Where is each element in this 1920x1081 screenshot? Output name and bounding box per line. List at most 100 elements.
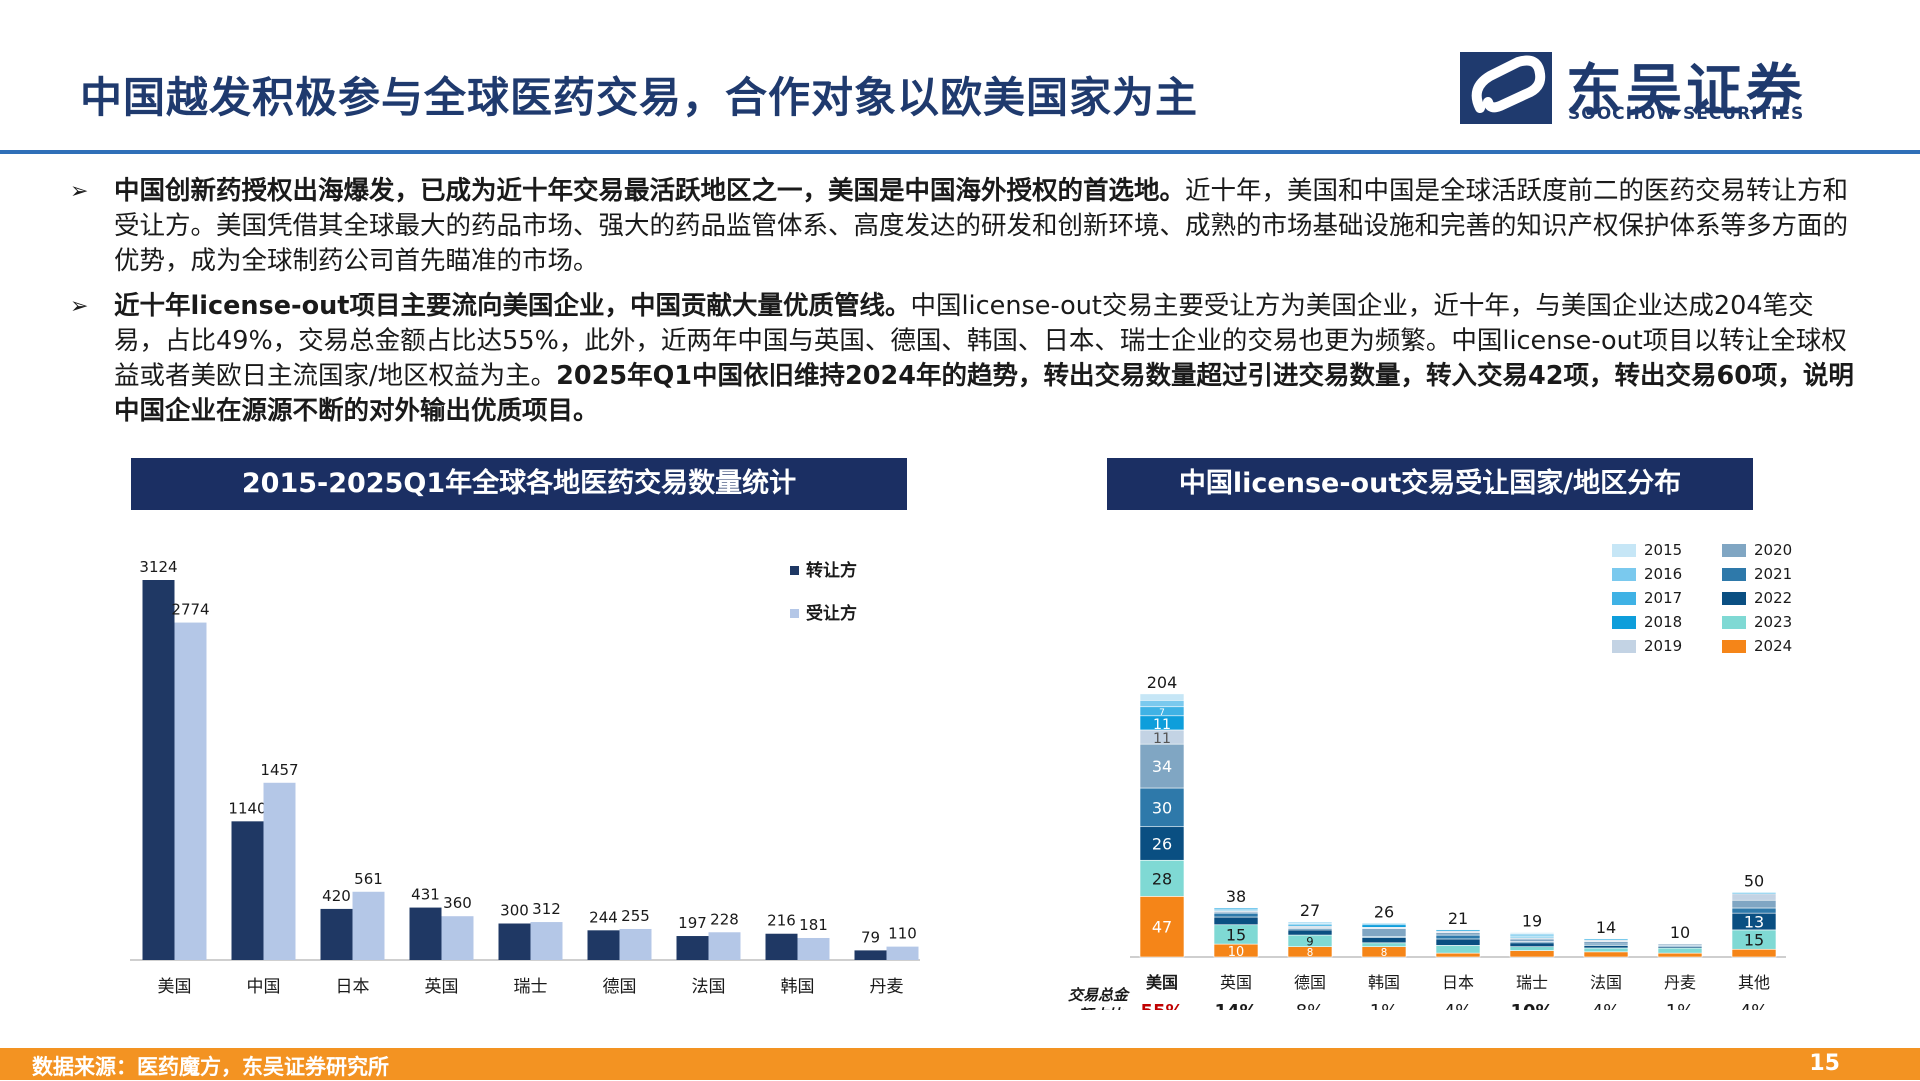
x-tick-label: 法国	[1590, 973, 1622, 992]
legend-label: 2020	[1754, 541, 1792, 559]
amount-share-label: 8%	[1296, 1001, 1325, 1010]
stack-segment-2020	[1435, 932, 1481, 936]
legend-label: 转让方	[806, 560, 857, 581]
x-tick-label: 中国	[247, 977, 281, 997]
bullet-text: 近十年，美国和中国是全球活跃度前二的医药交易转让方和受让方。美国凭借其全球最大的…	[114, 176, 1849, 276]
stack-segment-2017	[1213, 907, 1259, 910]
bar-transferor	[498, 923, 531, 960]
legend-label: 2015	[1644, 541, 1682, 559]
amount-share-label: 55%	[1140, 1001, 1183, 1010]
stack-segment-2021	[1213, 912, 1259, 918]
legend-label: 2019	[1644, 637, 1682, 655]
stack-segment-2023	[1435, 945, 1481, 954]
stack-segment-2020	[1509, 938, 1555, 942]
bar-value-label: 79	[861, 928, 880, 946]
bullet-bold-text-2: 2025年Q1中国依旧维持2024年的趋势，转出交易数量超过引进交易数量，转入交…	[114, 361, 1854, 426]
segment-value-label: 15	[1226, 925, 1246, 944]
stack-total-label: 10	[1670, 923, 1690, 942]
logo-text-en: SOOCHOW SECURITIES	[1568, 104, 1805, 124]
arrow-bullet-icon: ➢	[70, 294, 89, 319]
segment-value-label: 11	[1153, 731, 1171, 747]
bullet-item: ➢ 中国创新药授权出海爆发，已成为近十年交易最活跃地区之一，美国是中国海外授权的…	[70, 174, 1860, 279]
x-tick-label: 德国	[1294, 973, 1326, 992]
bar-transferor	[231, 821, 264, 960]
segment-value-label: 7	[1159, 708, 1165, 718]
segment-value-label: 26	[1152, 834, 1172, 853]
bar-value-label: 1140	[228, 799, 266, 817]
legend-swatch	[1722, 592, 1746, 605]
footer-source: 数据来源：医药魔方，东吴证券研究所	[32, 1055, 389, 1079]
bar-value-label: 228	[710, 910, 739, 928]
stack-segment-2020	[1583, 941, 1629, 945]
stack-segment-2015	[1509, 932, 1555, 935]
bar-value-label: 255	[621, 907, 650, 925]
stack-segment-2024	[1509, 950, 1555, 958]
bar-transferee	[174, 622, 207, 960]
legend-swatch	[1722, 616, 1746, 629]
legend-label: 2021	[1754, 565, 1792, 583]
stack-segment-2024	[1657, 952, 1703, 958]
x-tick-label: 瑞士	[1516, 973, 1548, 992]
logo-text-cn: 东吴证券	[1566, 59, 1806, 124]
bar-value-label: 110	[888, 925, 917, 943]
bullet-item: ➢ 近十年license-out项目主要流向美国企业，中国贡献大量优质管线。中国…	[70, 289, 1860, 429]
company-logo: 东吴证券 SOOCHOW SECURITIES	[1460, 48, 1880, 128]
x-tick-label: 美国	[158, 977, 192, 997]
stack-segment-2016	[1139, 699, 1185, 708]
amount-share-label: 14%	[1214, 1001, 1257, 1010]
stack-segment-2018	[1361, 924, 1407, 928]
bullet-bold-text: 中国创新药授权出海爆发，已成为近十年交易最活跃地区之一，美国是中国海外授权的首选…	[114, 176, 1186, 206]
legend-label: 2024	[1754, 637, 1792, 655]
stack-segment-2022	[1435, 938, 1481, 946]
header-divider	[0, 150, 1920, 154]
amount-share-caption: 额占比	[1078, 1006, 1125, 1010]
bar-transferor	[587, 930, 620, 960]
page-number: 15	[1809, 1051, 1840, 1076]
segment-value-label: 8	[1307, 947, 1314, 959]
bar-value-label: 431	[411, 886, 440, 904]
bar-transferor	[765, 933, 798, 960]
bar-value-label: 420	[322, 887, 351, 905]
left-chart-title: 2015-2025Q1年全球各地医药交易数量统计	[131, 458, 907, 510]
right-chart-title: 中国license-out交易受让国家/地区分布	[1107, 458, 1753, 510]
stack-segment-2018	[1435, 929, 1481, 932]
bar-value-label: 360	[443, 894, 472, 912]
bar-transferor	[676, 936, 709, 960]
stack-segment-2022	[1213, 916, 1259, 926]
stack-total-label: 19	[1522, 911, 1542, 930]
stack-segment-2020	[1731, 899, 1777, 909]
stack-segment-2021	[1139, 787, 1185, 828]
bullet-bold-text: 近十年license-out项目主要流向美国企业，中国贡献大量优质管线。	[114, 291, 911, 321]
bar-value-label: 216	[767, 912, 796, 930]
segment-value-label: 28	[1152, 869, 1172, 888]
stack-total-label: 14	[1596, 918, 1616, 937]
amount-share-label: 1%	[1370, 1001, 1399, 1010]
x-tick-label: 日本	[336, 977, 370, 997]
amount-share-label: 1%	[1666, 1001, 1695, 1010]
stack-segment-2020	[1657, 943, 1703, 946]
segment-value-label: 10	[1228, 945, 1244, 960]
stack-segment-2017	[1583, 938, 1629, 941]
legend-swatch	[1612, 592, 1636, 605]
legend-label: 2018	[1644, 613, 1682, 631]
x-tick-label: 其他	[1738, 973, 1770, 992]
legend-swatch	[790, 609, 799, 618]
bar-value-label: 312	[532, 900, 561, 918]
segment-value-label: 30	[1152, 798, 1172, 817]
x-tick-label: 丹麦	[870, 977, 904, 997]
x-tick-label: 德国	[603, 977, 637, 997]
stack-total-label: 38	[1226, 887, 1246, 906]
bar-value-label: 1457	[260, 761, 298, 779]
bar-value-label: 244	[589, 908, 618, 926]
soochow-logo-icon	[1460, 52, 1552, 124]
x-tick-label: 韩国	[781, 977, 815, 997]
stack-segment-2023	[1139, 859, 1185, 897]
x-tick-label: 韩国	[1368, 973, 1400, 992]
x-tick-label: 英国	[425, 977, 459, 997]
bar-transferor	[854, 950, 887, 960]
bar-transferee	[708, 932, 741, 960]
stack-total-label: 50	[1744, 872, 1764, 891]
segment-value-label: 13	[1744, 913, 1764, 932]
bar-transferee	[797, 937, 830, 960]
bullet-text: 中国license-out交易主要受让方为美国企业，近十年，与美国企业达成204…	[114, 291, 1847, 391]
